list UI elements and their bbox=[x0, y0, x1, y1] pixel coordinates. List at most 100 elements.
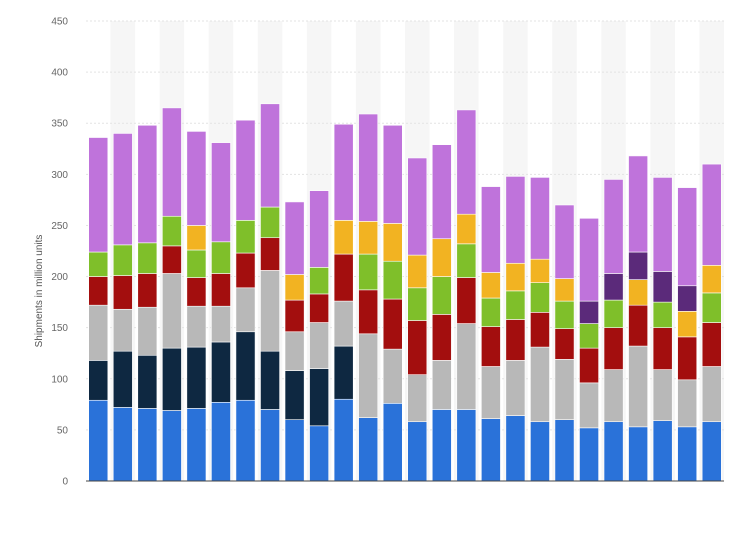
bar-segment-s8-c13[interactable] bbox=[382, 124, 403, 224]
bar-segment-s3-c26[interactable] bbox=[701, 366, 722, 423]
bar-segment-s6-c14[interactable] bbox=[407, 254, 428, 289]
bar-segment-s1-c9[interactable] bbox=[284, 419, 305, 482]
bar-segment-s5-c17[interactable] bbox=[481, 297, 501, 327]
bar-segment-s6-c25[interactable] bbox=[677, 311, 698, 338]
bar-segment-s7-c21[interactable] bbox=[579, 300, 599, 324]
bar-segment-s4-c16[interactable] bbox=[456, 277, 477, 324]
bar-segment-s5-c22[interactable] bbox=[603, 299, 624, 328]
bar-segment-s1-c3[interactable] bbox=[137, 408, 158, 482]
bar-segment-s2-c8[interactable] bbox=[260, 350, 280, 410]
bar-segment-s3-c13[interactable] bbox=[382, 348, 403, 404]
bar-segment-s5-c21[interactable] bbox=[579, 323, 599, 349]
bar-segment-s2-c1[interactable] bbox=[88, 360, 109, 401]
bar-segment-s6-c16[interactable] bbox=[456, 213, 477, 245]
bar-segment-s6-c9[interactable] bbox=[284, 274, 305, 301]
bar-segment-s1-c24[interactable] bbox=[652, 420, 673, 482]
bar-segment-s6-c11[interactable] bbox=[333, 220, 354, 255]
bar-segment-s8-c5[interactable] bbox=[186, 131, 207, 226]
bar-segment-s8-c23[interactable] bbox=[628, 155, 648, 253]
bar-segment-s6-c26[interactable] bbox=[701, 265, 722, 294]
bar-segment-s1-c8[interactable] bbox=[260, 409, 280, 482]
bar-segment-s1-c6[interactable] bbox=[211, 401, 231, 482]
bar-segment-s5-c10[interactable] bbox=[309, 267, 329, 295]
bar-segment-s6-c19[interactable] bbox=[530, 258, 550, 283]
bar-segment-s8-c6[interactable] bbox=[211, 142, 231, 243]
bar-segment-s1-c16[interactable] bbox=[456, 409, 477, 482]
bar-segment-s1-c23[interactable] bbox=[628, 426, 648, 482]
bar-segment-s1-c11[interactable] bbox=[333, 398, 354, 482]
bar-segment-s2-c10[interactable] bbox=[309, 368, 329, 427]
bar-segment-s1-c22[interactable] bbox=[603, 421, 624, 482]
bar-segment-s8-c14[interactable] bbox=[407, 157, 428, 256]
bar-segment-s3-c5[interactable] bbox=[186, 305, 207, 348]
bar-segment-s7-c25[interactable] bbox=[677, 285, 698, 312]
bar-segment-s5-c7[interactable] bbox=[235, 220, 256, 254]
bar-segment-s3-c2[interactable] bbox=[112, 308, 133, 352]
bar-segment-s2-c5[interactable] bbox=[186, 346, 207, 409]
bar-segment-s7-c22[interactable] bbox=[603, 273, 624, 301]
bar-segment-s4-c25[interactable] bbox=[677, 336, 698, 381]
bar-segment-s1-c26[interactable] bbox=[701, 421, 722, 482]
bar-segment-s5-c12[interactable] bbox=[358, 253, 379, 291]
bar-segment-s2-c6[interactable] bbox=[211, 341, 231, 403]
bar-segment-s1-c2[interactable] bbox=[112, 407, 133, 482]
bar-segment-s5-c8[interactable] bbox=[260, 206, 280, 239]
bar-segment-s8-c22[interactable] bbox=[603, 179, 624, 274]
bar-segment-s4-c5[interactable] bbox=[186, 277, 207, 307]
bar-segment-s3-c25[interactable] bbox=[677, 379, 698, 428]
bar-segment-s3-c19[interactable] bbox=[530, 346, 550, 423]
bar-segment-s6-c18[interactable] bbox=[505, 262, 526, 292]
bar-segment-s3-c11[interactable] bbox=[333, 300, 354, 347]
bar-segment-s1-c5[interactable] bbox=[186, 408, 207, 482]
bar-segment-s3-c1[interactable] bbox=[88, 304, 109, 361]
bar-segment-s4-c24[interactable] bbox=[652, 327, 673, 370]
bar-segment-s4-c23[interactable] bbox=[628, 304, 648, 347]
bar-segment-s1-c17[interactable] bbox=[481, 418, 501, 482]
bar-segment-s1-c20[interactable] bbox=[554, 419, 575, 482]
bar-segment-s4-c13[interactable] bbox=[382, 298, 403, 350]
bar-segment-s3-c23[interactable] bbox=[628, 345, 648, 428]
bar-segment-s3-c16[interactable] bbox=[456, 323, 477, 410]
bar-segment-s5-c16[interactable] bbox=[456, 243, 477, 278]
bar-segment-s3-c17[interactable] bbox=[481, 366, 501, 419]
bar-segment-s1-c7[interactable] bbox=[235, 399, 256, 482]
bar-segment-s3-c15[interactable] bbox=[431, 360, 452, 410]
bar-segment-s5-c5[interactable] bbox=[186, 249, 207, 278]
bar-segment-s1-c13[interactable] bbox=[382, 403, 403, 482]
bar-segment-s4-c18[interactable] bbox=[505, 319, 526, 361]
bar-segment-s1-c21[interactable] bbox=[579, 427, 599, 482]
bar-segment-s3-c12[interactable] bbox=[358, 333, 379, 418]
bar-segment-s8-c16[interactable] bbox=[456, 109, 477, 215]
bar-segment-s3-c18[interactable] bbox=[505, 360, 526, 416]
bar-segment-s4-c26[interactable] bbox=[701, 322, 722, 367]
bar-segment-s8-c18[interactable] bbox=[505, 176, 526, 264]
bar-segment-s4-c1[interactable] bbox=[88, 276, 109, 306]
bar-segment-s8-c4[interactable] bbox=[162, 107, 182, 217]
bar-segment-s6-c17[interactable] bbox=[481, 272, 501, 299]
bar-segment-s8-c21[interactable] bbox=[579, 217, 599, 302]
bar-segment-s7-c24[interactable] bbox=[652, 271, 673, 303]
bar-segment-s1-c4[interactable] bbox=[162, 410, 182, 482]
bar-segment-s5-c6[interactable] bbox=[211, 241, 231, 274]
bar-segment-s1-c25[interactable] bbox=[677, 426, 698, 482]
bar-segment-s4-c6[interactable] bbox=[211, 273, 231, 307]
bar-segment-s6-c5[interactable] bbox=[186, 225, 207, 251]
bar-segment-s5-c20[interactable] bbox=[554, 300, 575, 329]
bar-segment-s4-c8[interactable] bbox=[260, 237, 280, 271]
bar-segment-s8-c24[interactable] bbox=[652, 177, 673, 272]
bar-segment-s2-c7[interactable] bbox=[235, 331, 256, 401]
bar-segment-s3-c14[interactable] bbox=[407, 374, 428, 423]
bar-segment-s3-c20[interactable] bbox=[554, 359, 575, 420]
bar-segment-s4-c15[interactable] bbox=[431, 314, 452, 361]
bar-segment-s5-c26[interactable] bbox=[701, 292, 722, 323]
bar-segment-s4-c3[interactable] bbox=[137, 273, 158, 308]
bar-segment-s4-c19[interactable] bbox=[530, 312, 550, 348]
bar-segment-s5-c18[interactable] bbox=[505, 290, 526, 320]
bar-segment-s5-c24[interactable] bbox=[652, 301, 673, 328]
bar-segment-s8-c2[interactable] bbox=[112, 133, 133, 246]
bar-segment-s8-c20[interactable] bbox=[554, 204, 575, 279]
bar-segment-s1-c1[interactable] bbox=[88, 399, 109, 482]
bar-segment-s6-c23[interactable] bbox=[628, 279, 648, 306]
bar-segment-s4-c20[interactable] bbox=[554, 328, 575, 360]
bar-segment-s5-c1[interactable] bbox=[88, 251, 109, 277]
